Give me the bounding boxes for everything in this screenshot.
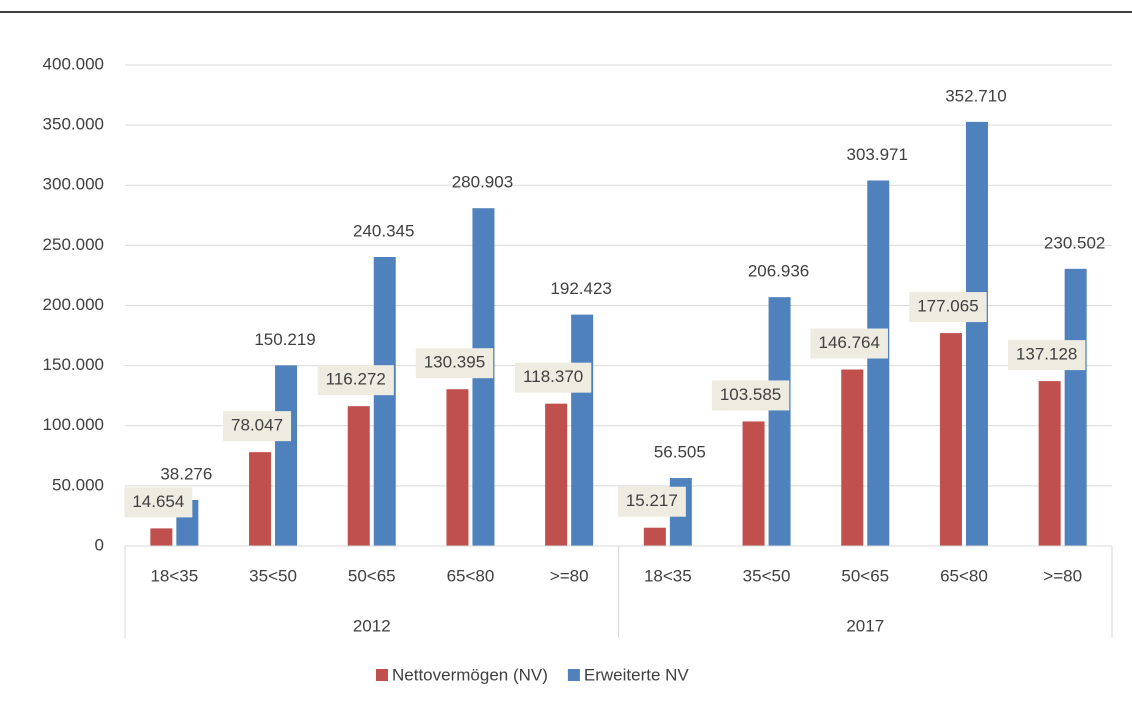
y-tick-label: 150.000 bbox=[43, 355, 104, 374]
bar bbox=[1064, 268, 1087, 546]
legend-swatch bbox=[567, 669, 580, 681]
group-label: 2012 bbox=[353, 616, 391, 635]
data-label: 177.065 bbox=[917, 297, 978, 316]
legend-swatch bbox=[376, 669, 388, 681]
x-tick-label: 35<50 bbox=[743, 566, 791, 585]
y-tick-label: 400.000 bbox=[43, 54, 104, 73]
data-label: 230.502 bbox=[1044, 233, 1105, 252]
x-tick-label: 35<50 bbox=[249, 566, 297, 585]
y-tick-label: 200.000 bbox=[43, 295, 104, 314]
data-label: 56.505 bbox=[654, 443, 706, 462]
label-box bbox=[515, 362, 592, 393]
x-tick-label: >=80 bbox=[1043, 566, 1082, 585]
data-label: 15.217 bbox=[626, 491, 678, 510]
y-tick-label: 100.000 bbox=[43, 415, 104, 434]
bar bbox=[867, 180, 890, 547]
bar bbox=[545, 403, 568, 546]
bar bbox=[643, 527, 666, 546]
data-label: 118.370 bbox=[523, 367, 583, 386]
data-label: 130.395 bbox=[424, 353, 485, 372]
data-label: 192.423 bbox=[550, 279, 611, 298]
bar bbox=[150, 528, 173, 546]
data-label: 206.936 bbox=[748, 262, 809, 281]
legend-label: Nettovermögen (NV) bbox=[392, 665, 548, 684]
x-tick-label: 18<35 bbox=[150, 566, 198, 585]
label-box bbox=[1007, 340, 1086, 371]
label-box bbox=[415, 348, 494, 379]
data-label: 116.272 bbox=[326, 370, 386, 389]
data-label: 14.654 bbox=[132, 492, 184, 511]
bar bbox=[373, 256, 396, 546]
data-label: 137.128 bbox=[1016, 345, 1077, 364]
label-box bbox=[317, 365, 394, 396]
x-tick-label: 50<65 bbox=[841, 566, 889, 585]
bar bbox=[965, 121, 988, 547]
data-label: 150.219 bbox=[254, 330, 315, 349]
bar bbox=[1038, 381, 1061, 546]
x-tick-label: 65<80 bbox=[447, 566, 495, 585]
data-label: 38.276 bbox=[160, 464, 212, 483]
data-label: 103.585 bbox=[720, 385, 781, 404]
y-tick-label: 350.000 bbox=[43, 115, 104, 134]
label-box bbox=[711, 380, 790, 411]
x-tick-label: >=80 bbox=[550, 566, 589, 585]
legend-label: Erweiterte NV bbox=[584, 665, 690, 684]
label-box bbox=[124, 487, 193, 518]
data-label: 280.903 bbox=[452, 173, 513, 192]
bar bbox=[275, 365, 298, 546]
y-tick-label: 250.000 bbox=[43, 235, 104, 254]
bar bbox=[841, 369, 864, 546]
bar bbox=[742, 421, 765, 546]
label-box bbox=[810, 328, 888, 359]
data-label: 78.047 bbox=[231, 416, 283, 435]
bar bbox=[446, 389, 469, 546]
label-box bbox=[909, 292, 987, 323]
x-tick-label: 50<65 bbox=[348, 566, 396, 585]
bar bbox=[939, 333, 962, 546]
x-tick-label: 18<35 bbox=[644, 566, 692, 585]
label-box bbox=[617, 486, 686, 517]
y-tick-label: 300.000 bbox=[43, 175, 104, 194]
data-label: 146.764 bbox=[819, 333, 880, 352]
bar bbox=[571, 314, 594, 546]
bar bbox=[249, 452, 272, 546]
group-label: 2017 bbox=[846, 616, 884, 635]
data-label: 240.345 bbox=[353, 221, 414, 240]
bar bbox=[768, 297, 791, 546]
y-tick-label: 0 bbox=[95, 535, 104, 554]
x-tick-label: 65<80 bbox=[940, 566, 988, 585]
label-box bbox=[223, 411, 292, 442]
data-label: 303.971 bbox=[847, 145, 908, 164]
data-label: 352.710 bbox=[945, 86, 1006, 105]
bar bbox=[347, 406, 370, 546]
y-tick-label: 50.000 bbox=[52, 475, 104, 494]
